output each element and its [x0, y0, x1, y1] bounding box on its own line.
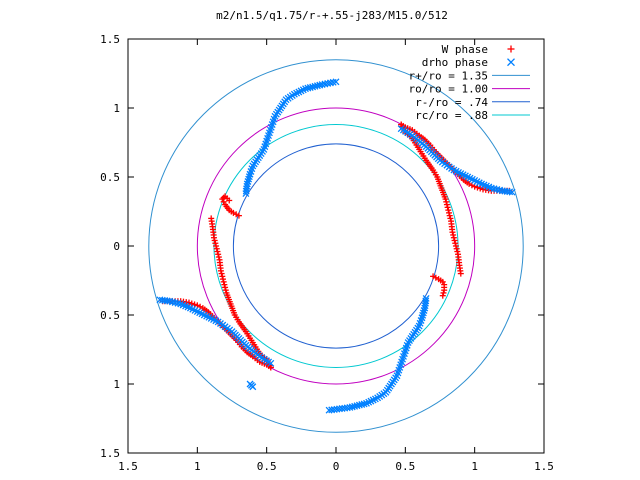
y-tick-label-0: 1.5 — [100, 447, 120, 460]
x-tick-label-4: 0.5 — [395, 460, 415, 473]
legend-label-3: ro/ro = 1.00 — [409, 83, 488, 96]
point-s0-g4-p41 — [219, 273, 226, 280]
point-s0-g1-p48 — [450, 231, 457, 238]
point-s0-g3-p39 — [188, 300, 195, 307]
point-s0-g4-p37 — [222, 284, 229, 291]
y-tick-label-2: 0.5 — [100, 309, 120, 322]
chart-title: m2/n1.5/q1.75/r-+.55-j283/M15.0/512 — [216, 9, 448, 22]
legend-label-5: rc/ro = .88 — [415, 109, 488, 122]
circle-1 — [196, 107, 476, 385]
point-s0-g1-p38 — [444, 204, 451, 211]
point-s0-g4-p36 — [222, 287, 229, 294]
point-s0-g1-p62 — [457, 270, 464, 277]
legend-swatch-0 — [507, 45, 515, 53]
circle-2 — [232, 143, 440, 349]
point-s0-g1-p41 — [446, 212, 453, 219]
legend-label-1: drho phase — [422, 56, 488, 69]
point-s0-g4-p49 — [215, 251, 222, 258]
x-tick-label-3: 0 — [333, 460, 340, 473]
point-s1-g1-p63 — [325, 406, 333, 414]
point-s0-g1-p52 — [452, 243, 459, 249]
data-points — [156, 78, 516, 414]
point-s0-g2-p9 — [439, 292, 446, 299]
point-s0-g1-p35 — [442, 196, 449, 203]
point-s0-g5-p13 — [226, 197, 233, 204]
point-s0-g1-p49 — [450, 234, 457, 241]
y-tick-label-4: 0.5 — [100, 171, 120, 184]
circle-0 — [148, 59, 524, 433]
point-s0-g1-p37 — [443, 201, 450, 208]
point-s1-g1-p62 — [328, 406, 336, 414]
legend-label-2: r+/ro = 1.35 — [409, 69, 488, 82]
point-s0-g1-p36 — [443, 198, 450, 205]
circle-3 — [213, 124, 459, 368]
x-tick-label-1: 1 — [194, 460, 201, 473]
point-s1-g4-p2 — [246, 380, 254, 388]
point-s1-g0-p54 — [316, 81, 324, 89]
point-s0-g4-p35 — [223, 289, 230, 296]
x-tick-label-2: 0.5 — [257, 460, 277, 473]
x-tick-label-6: 1.5 — [534, 460, 554, 473]
point-s0-g4-p54 — [211, 237, 218, 244]
point-s1-g3-p49 — [158, 296, 166, 304]
point-s0-g0-p38 — [474, 184, 481, 191]
point-s0-g4-p51 — [213, 245, 220, 252]
x-tick-label-5: 1 — [471, 460, 478, 473]
legend-swatch-1 — [507, 58, 515, 67]
point-s0-g4-p47 — [216, 256, 223, 263]
point-s0-g1-p47 — [449, 229, 456, 236]
point-s0-g1-p39 — [445, 207, 452, 214]
point-s0-g4-p40 — [219, 276, 226, 283]
point-s0-g1-p53 — [453, 245, 460, 252]
point-s0-g2-p8 — [440, 289, 447, 296]
y-tick-label-3: 0 — [113, 240, 120, 253]
point-s1-g2-p50 — [508, 188, 516, 196]
point-s0-g1-p40 — [446, 209, 453, 216]
point-s0-g1-p50 — [451, 237, 458, 244]
point-s0-g2-p0 — [430, 273, 437, 280]
point-s0-g5-p0 — [235, 212, 242, 219]
point-s1-g3-p50 — [156, 296, 164, 304]
point-s0-g1-p54 — [454, 248, 461, 255]
point-s0-g4-p42 — [218, 270, 225, 277]
point-s0-g4-p52 — [213, 243, 220, 249]
point-s1-g0-p60 — [332, 78, 340, 86]
point-s0-g4-p48 — [215, 254, 222, 261]
point-s0-g4-p38 — [221, 281, 228, 288]
axis-ticks: 1.5 1 0.5 0 0.5 1 1.51.510.500.511.5 — [100, 33, 554, 473]
point-s0-g2-p7 — [441, 287, 448, 294]
legend-label-0: W phase — [442, 43, 488, 56]
point-s0-g5-p10 — [220, 194, 227, 201]
point-s0-g4-p62 — [208, 215, 215, 222]
point-s0-g4-p50 — [214, 248, 221, 255]
legend-label-4: r-/ro = .74 — [415, 96, 488, 109]
x-tick-label-0: 1.5 — [118, 460, 138, 473]
point-s0-g4-p39 — [220, 278, 227, 285]
y-tick-label-1: 1 — [113, 378, 120, 391]
point-s1-g2-p49 — [506, 188, 514, 196]
y-tick-label-6: 1.5 — [100, 33, 120, 46]
point-s0-g1-p42 — [447, 215, 454, 222]
y-tick-label-5: 1 — [113, 102, 120, 115]
point-s0-g0-p39 — [477, 185, 484, 192]
point-s0-g1-p51 — [452, 240, 459, 247]
point-s0-g3-p38 — [191, 301, 198, 308]
point-s0-g4-p53 — [212, 240, 219, 247]
